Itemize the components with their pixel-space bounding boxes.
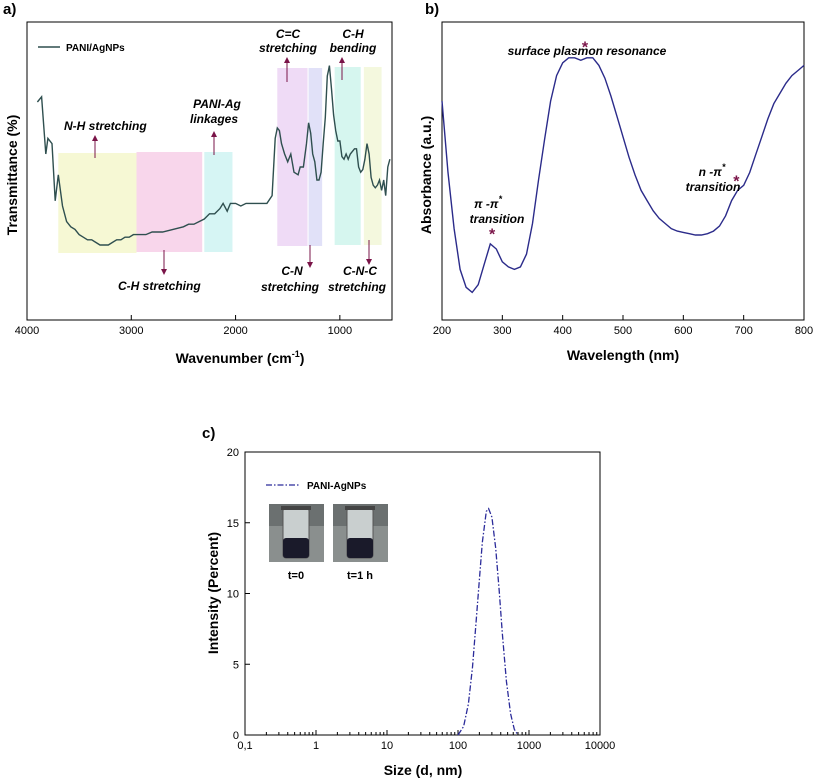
panel-b-x-ticks: 200 300 400 500 600 700 800	[433, 315, 813, 337]
panel-a-y-axis-title: Transmittance (%)	[4, 115, 20, 236]
panel-b-label: b)	[425, 1, 439, 18]
panel-a-band-6	[363, 67, 382, 245]
panel-c-x-axis-title: Size (d, nm)	[384, 762, 463, 778]
panel-a-x-axis-title: Wavenumber (cm-1)	[176, 349, 305, 366]
panel-a-legend-label: PANI/AgNPs	[66, 43, 125, 54]
panel-c-frame	[244, 451, 601, 736]
panel-a-band-2	[204, 152, 233, 252]
panel-a-label: a)	[3, 1, 16, 18]
annotation-cn-line2: stretching	[261, 280, 320, 294]
panel-a-band-3	[277, 68, 308, 246]
annotation-pani-ag-line1: PANI-Ag	[193, 97, 241, 111]
panel-c-xtick-label-0: 0,1	[237, 740, 252, 752]
vial-photo-t0	[269, 504, 324, 562]
photo-label-t1h: t=1 h	[347, 570, 373, 582]
panel-c-ytick-label-0: 0	[233, 730, 239, 742]
panel-c-xtick-label-3: 100	[449, 740, 467, 752]
annotation-pi-pi-line2: transition	[470, 212, 525, 226]
panel-a-tick-label-4000: 4000	[15, 325, 39, 337]
annotation-n-pi-line1: n -π*	[699, 162, 726, 179]
panel-b-annotations: surface plasmon resonance π -π* transiti…	[470, 44, 741, 226]
panel-b-marker-1: *	[582, 40, 589, 57]
n-pi-main: n -π	[699, 165, 723, 179]
vial-photo-t1h	[333, 504, 388, 562]
panel-a-band-0	[58, 153, 137, 253]
panel-a-xlabel-main: Wavenumber (cm	[176, 350, 292, 366]
panel-b-markers: * * *	[489, 40, 740, 244]
panel-c-xtick-label-5: 10000	[585, 740, 616, 752]
panel-b-tick-label-300: 300	[493, 325, 511, 337]
annotation-pani-ag-line2: linkages	[190, 112, 238, 126]
annotation-ch-bending-line2: bending	[330, 41, 377, 55]
panel-c-xtick-label-2: 10	[381, 740, 393, 752]
panel-a-tick-label-1000: 1000	[328, 325, 352, 337]
panel-c-y-axis-title: Intensity (Percent)	[205, 532, 221, 654]
panel-a-band-1	[136, 152, 203, 252]
panel-c-ytick-label-20: 20	[227, 447, 239, 459]
panel-c-ytick-label-15: 15	[227, 518, 239, 530]
annotation-ch-bending-line1: C-H	[342, 27, 364, 41]
panel-a-band-4	[308, 68, 323, 246]
panel-c-label: c)	[202, 425, 215, 442]
photo-label-t0: t=0	[288, 570, 304, 582]
panel-a-xlabel-end: )	[300, 350, 305, 366]
panel-c-dls-chart: 0,1 1 10 100 1000 10000 0 5 10 15 20 PANI-AgNPs Si…	[205, 447, 615, 778]
panel-b-y-axis-title: Absorbance (a.u.)	[418, 116, 434, 234]
panel-a-tick-label-3000: 3000	[119, 325, 143, 337]
panel-b-tick-label-500: 500	[614, 325, 632, 337]
panel-b-tick-label-600: 600	[674, 325, 692, 337]
panel-c-ytick-label-10: 10	[227, 589, 239, 601]
panel-c-xtick-label-4: 1000	[517, 740, 541, 752]
annotation-n-pi-line2: transition	[686, 180, 741, 194]
pi-pi-sup: *	[498, 194, 502, 204]
panel-a-tick-label-2000: 2000	[223, 325, 247, 337]
panel-b-marker-0: *	[489, 226, 496, 243]
annotation-cnc-line2: stretching	[328, 280, 387, 294]
annotation-surface-plasmon: surface plasmon resonance	[508, 44, 667, 58]
panel-a-xlabel-sup: -1	[292, 349, 300, 359]
panel-a-bands	[58, 67, 382, 253]
panel-a-band-5	[334, 67, 361, 245]
panel-a-spectrum-line	[36, 65, 391, 246]
panel-a-x-ticks: 4000 3000 2000 1000	[15, 315, 352, 337]
panel-b-tick-label-800: 800	[795, 325, 813, 337]
panel-b-tick-label-700: 700	[734, 325, 752, 337]
annotation-cc-line2: stretching	[259, 41, 318, 55]
pi-pi-main: π -π	[474, 197, 499, 211]
annotation-pi-pi-line1: π -π*	[474, 194, 502, 211]
panel-c-ticks: 0,1 1 10 100 1000 10000 0 5 10 15 20	[227, 447, 616, 752]
panel-b-x-axis-title: Wavelength (nm)	[567, 347, 679, 363]
annotation-nh-stretching: N-H stretching	[64, 119, 147, 133]
panel-b-uvvis-chart: 200 300 400 500 600 700 800 * * * Wavelength (nm…	[418, 21, 813, 363]
annotation-cc-line1: C=C	[276, 27, 301, 41]
annotation-cnc-line1: C-N-C	[343, 264, 377, 278]
panel-b-tick-label-200: 200	[433, 325, 451, 337]
panel-c-ytick-label-5: 5	[233, 659, 239, 671]
panel-a-annotations: N-H stretching C-H stretching PANI-Ag li…	[64, 27, 387, 294]
annotation-cn-line1: C-N	[281, 264, 303, 278]
panel-a-ftir-chart: 4000 3000 2000 1000 PANI/AgNPs Wavenumber (…	[4, 21, 393, 366]
panel-a-frame	[26, 21, 393, 321]
panel-b-tick-label-400: 400	[553, 325, 571, 337]
annotation-ch-stretching: C-H stretching	[118, 279, 201, 293]
panel-c-legend-label: PANI-AgNPs	[307, 481, 367, 492]
n-pi-sup: *	[722, 162, 726, 172]
panel-c-xtick-label-1: 1	[313, 740, 319, 752]
panel-b-marker-2: *	[733, 173, 740, 190]
panel-b-spectrum-line	[441, 57, 805, 294]
panel-c-size-distribution-line	[457, 507, 519, 736]
